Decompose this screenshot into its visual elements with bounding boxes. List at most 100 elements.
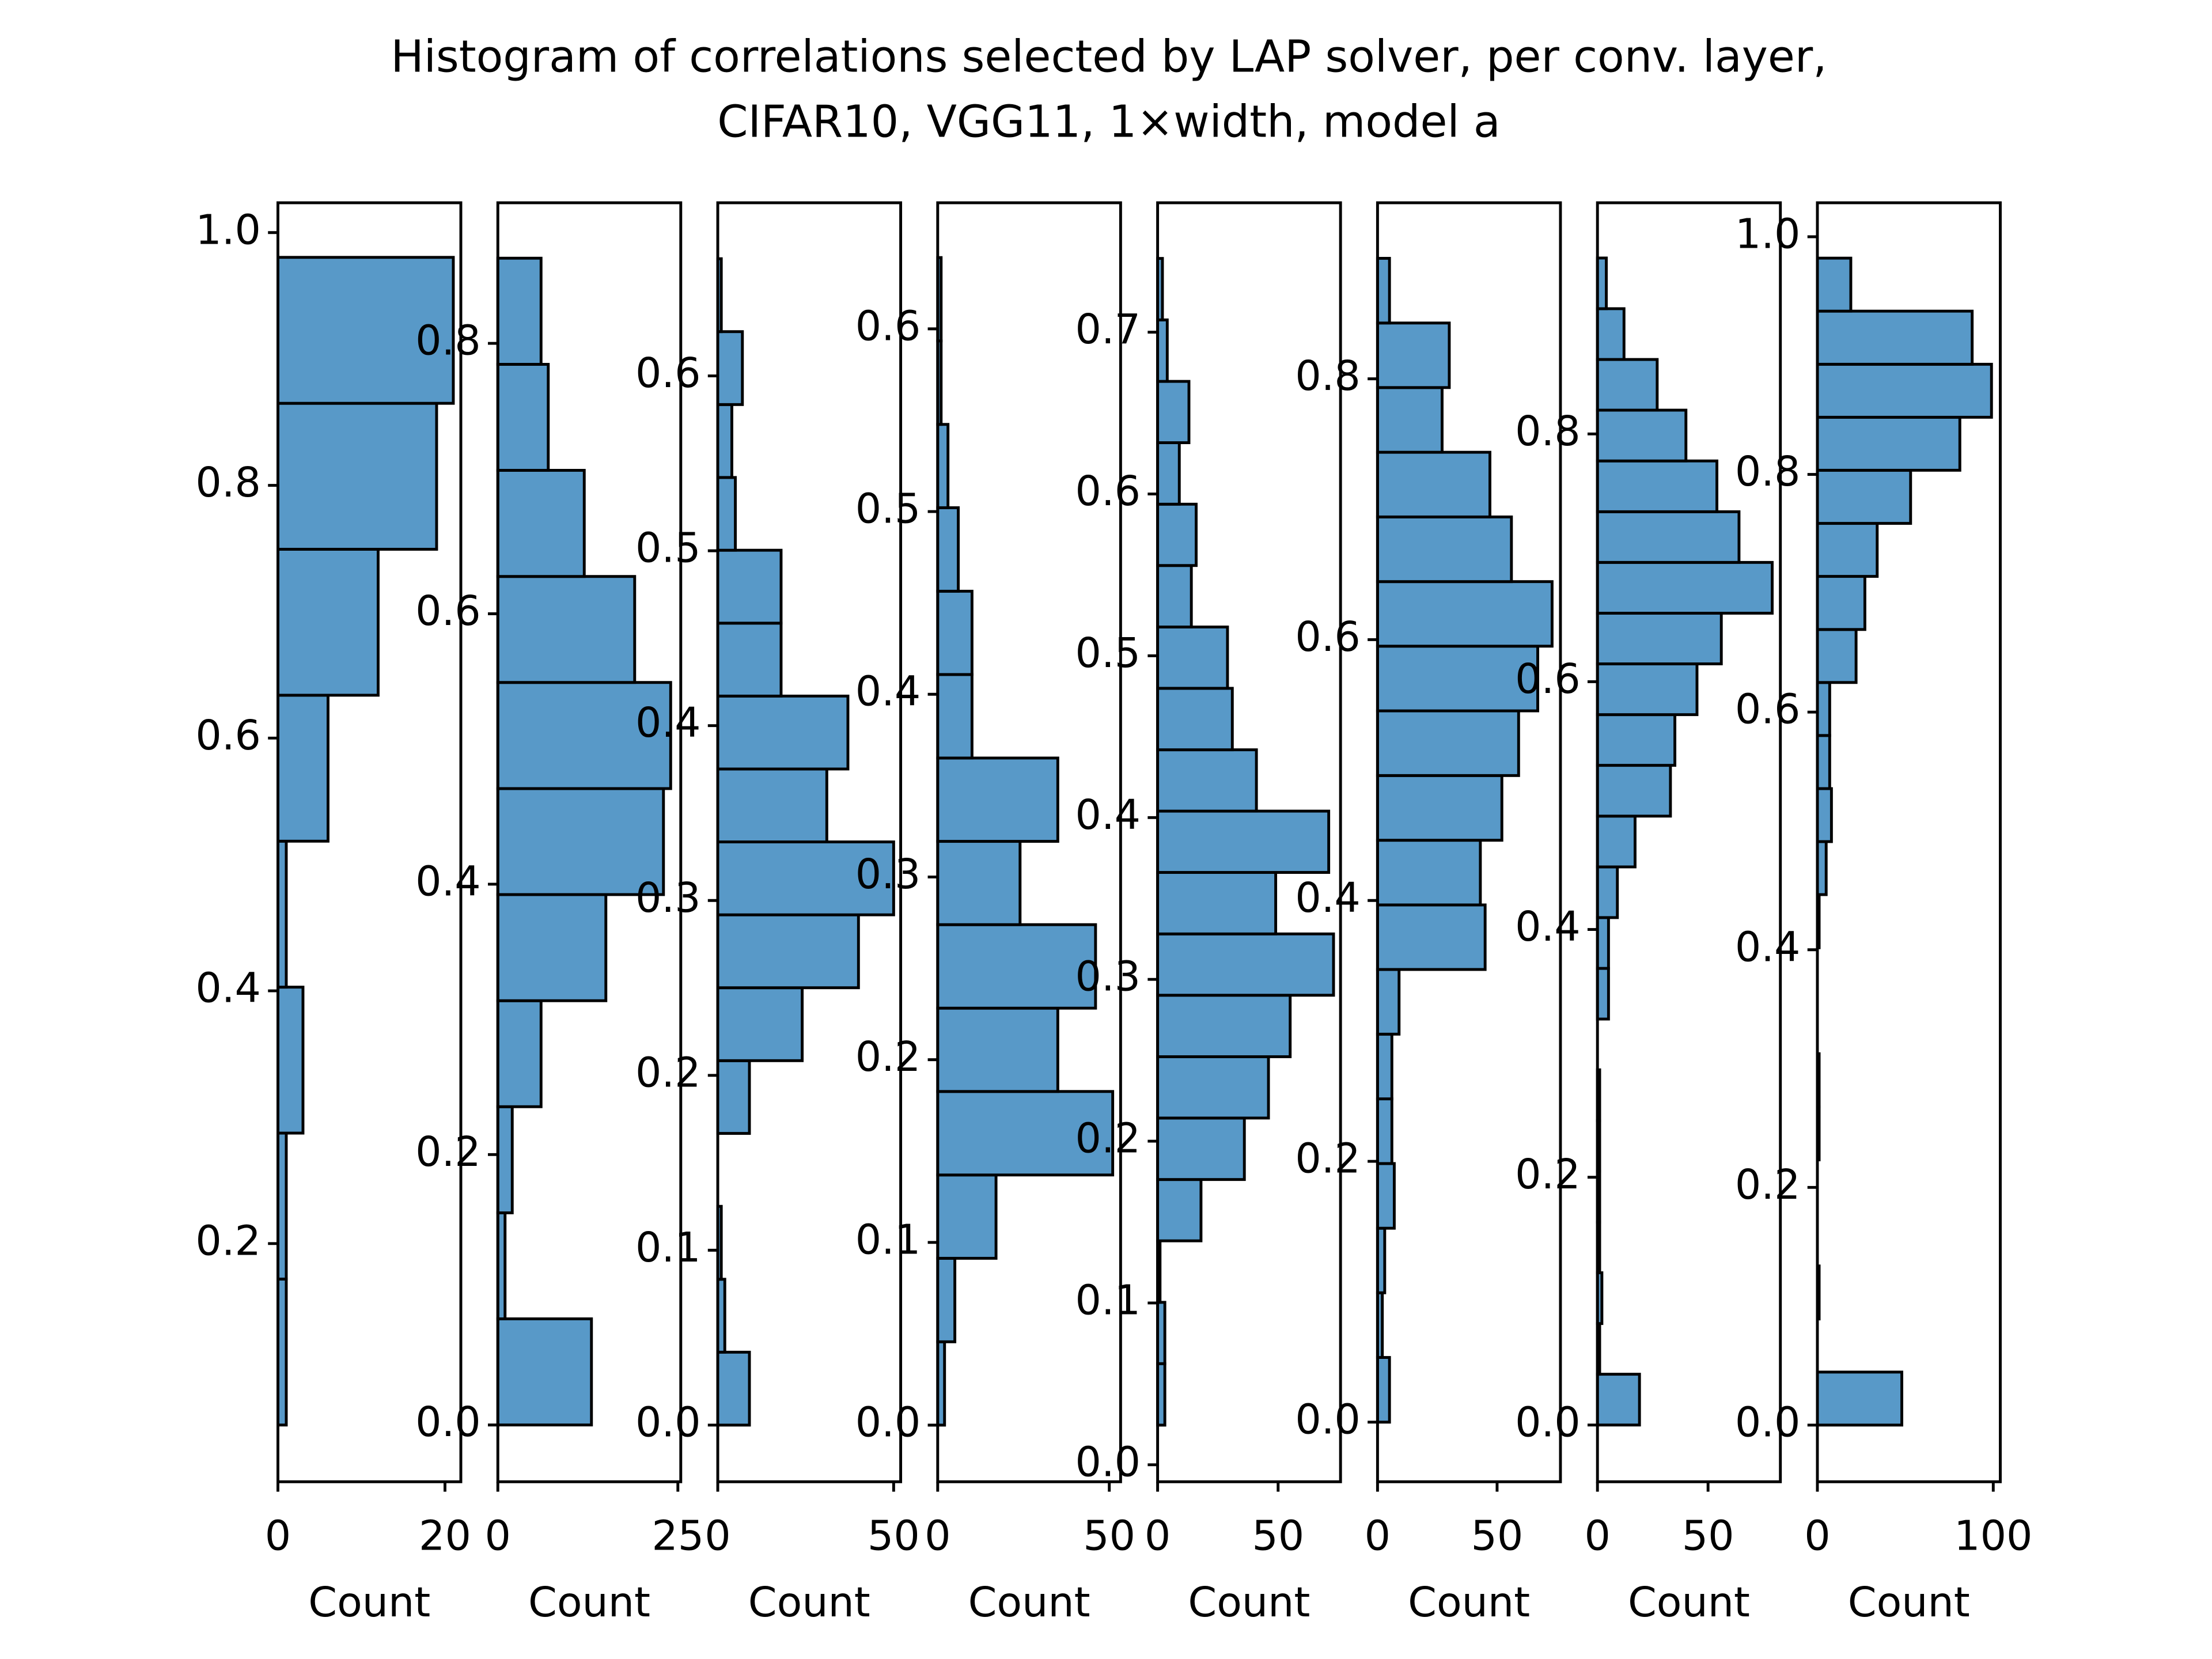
bar bbox=[1596, 713, 1677, 767]
bar bbox=[496, 256, 543, 366]
y-tick-label: 0.0 bbox=[1075, 1438, 1141, 1486]
bar bbox=[1376, 450, 1491, 518]
bar bbox=[276, 548, 380, 697]
y-tick-label: 1.0 bbox=[195, 206, 261, 253]
x-tick-label: 0 bbox=[1804, 1512, 1830, 1559]
bar bbox=[1156, 1116, 1246, 1181]
bar bbox=[1156, 809, 1331, 874]
bar bbox=[936, 423, 950, 509]
y-tick-label: 0.3 bbox=[855, 850, 921, 898]
bar bbox=[1376, 1162, 1396, 1230]
y-tick-label: 0.0 bbox=[1735, 1398, 1801, 1446]
bar bbox=[1376, 321, 1451, 389]
bar bbox=[496, 681, 672, 790]
y-tick-label: 0.0 bbox=[855, 1399, 921, 1446]
x-tick-label: 25 bbox=[652, 1512, 704, 1559]
bar bbox=[1156, 318, 1169, 383]
bar bbox=[496, 787, 665, 896]
bar bbox=[1156, 1178, 1203, 1243]
x-tick-label: 0 bbox=[1365, 1512, 1391, 1559]
x-tick-label: 0 bbox=[1145, 1512, 1171, 1559]
bar bbox=[1156, 502, 1198, 567]
bar bbox=[716, 1059, 751, 1135]
bar bbox=[716, 840, 895, 916]
x-tick-label: 50 bbox=[1471, 1512, 1524, 1559]
x-tick-label: 50 bbox=[1682, 1512, 1734, 1559]
bar bbox=[1816, 681, 1831, 737]
axes-frame bbox=[496, 201, 683, 1483]
bar bbox=[1596, 967, 1610, 1021]
bar bbox=[1596, 358, 1659, 412]
x-tick-label: 100 bbox=[1954, 1512, 2032, 1559]
y-tick-label: 0.5 bbox=[855, 485, 921, 533]
bar bbox=[1596, 662, 1699, 717]
x-axis-label: Count bbox=[528, 1578, 650, 1626]
y-tick-label: 0.7 bbox=[1075, 305, 1141, 353]
bar bbox=[716, 622, 783, 698]
y-tick-label: 0.6 bbox=[635, 349, 701, 397]
bar bbox=[1156, 1055, 1270, 1120]
y-tick-label: 0.8 bbox=[1295, 352, 1361, 400]
axes-frame bbox=[936, 201, 1122, 1483]
y-tick-label: 0.0 bbox=[635, 1398, 701, 1446]
bar bbox=[716, 767, 828, 844]
y-tick-label: 0.6 bbox=[415, 587, 481, 635]
y-tick-label: 0.8 bbox=[195, 459, 261, 506]
axes-frame bbox=[276, 201, 463, 1483]
y-tick-label: 0.3 bbox=[635, 874, 701, 922]
bar bbox=[1376, 709, 1520, 777]
bar bbox=[496, 1105, 514, 1214]
y-tick-label: 0.1 bbox=[635, 1224, 701, 1271]
x-tick-label: 0 bbox=[265, 1512, 291, 1559]
bar bbox=[276, 986, 305, 1135]
bar bbox=[1376, 1356, 1391, 1424]
bar bbox=[1376, 645, 1539, 713]
x-tick-label: 20 bbox=[419, 1512, 471, 1559]
bar bbox=[936, 673, 974, 760]
axes-frame bbox=[1596, 201, 1782, 1483]
y-tick-label: 0.2 bbox=[195, 1217, 261, 1264]
bar bbox=[1596, 612, 1723, 665]
y-tick-label: 0.4 bbox=[195, 964, 261, 1012]
x-tick-label: 0 bbox=[485, 1512, 511, 1559]
bar bbox=[1596, 865, 1619, 919]
y-tick-label: 0.5 bbox=[1075, 629, 1141, 677]
bar bbox=[1156, 994, 1292, 1058]
y-tick-label: 0.2 bbox=[1735, 1161, 1801, 1209]
bar bbox=[1156, 687, 1234, 752]
axes-frame bbox=[1376, 201, 1562, 1483]
title-line: Histogram of correlations selected by LA… bbox=[391, 31, 1827, 82]
bar bbox=[496, 469, 586, 578]
y-tick-label: 0.2 bbox=[1295, 1135, 1361, 1183]
y-tick-label: 0.6 bbox=[1075, 467, 1141, 515]
axes-frame bbox=[716, 201, 903, 1483]
y-tick-label: 0.4 bbox=[415, 857, 481, 905]
bar bbox=[1376, 580, 1554, 648]
x-axis-label: Count bbox=[308, 1578, 430, 1626]
bar bbox=[1376, 256, 1391, 325]
title-line: CIFAR10, VGG11, 1×width, model a bbox=[717, 96, 1500, 147]
x-tick-label: 50 bbox=[868, 1512, 920, 1559]
bar bbox=[716, 548, 783, 625]
bar bbox=[1596, 560, 1774, 615]
y-tick-label: 0.2 bbox=[1075, 1115, 1141, 1162]
x-axis-label: Count bbox=[748, 1578, 870, 1626]
bar bbox=[1596, 815, 1637, 869]
bar bbox=[1376, 515, 1513, 584]
y-tick-label: 0.0 bbox=[1515, 1398, 1581, 1446]
bar bbox=[1816, 362, 1993, 419]
x-tick-label: 50 bbox=[1083, 1512, 1135, 1559]
y-tick-label: 0.2 bbox=[415, 1128, 481, 1176]
y-tick-label: 0.4 bbox=[1515, 903, 1581, 950]
x-tick-label: 0 bbox=[1584, 1512, 1610, 1559]
bar bbox=[1156, 748, 1258, 813]
bar bbox=[1376, 839, 1482, 907]
y-tick-label: 0.2 bbox=[1515, 1150, 1581, 1198]
bar bbox=[1376, 386, 1444, 454]
bar bbox=[496, 575, 637, 684]
bar bbox=[936, 756, 1059, 843]
x-tick-label: 0 bbox=[704, 1512, 730, 1559]
y-tick-label: 1.0 bbox=[1735, 210, 1801, 258]
bar bbox=[1596, 307, 1626, 361]
